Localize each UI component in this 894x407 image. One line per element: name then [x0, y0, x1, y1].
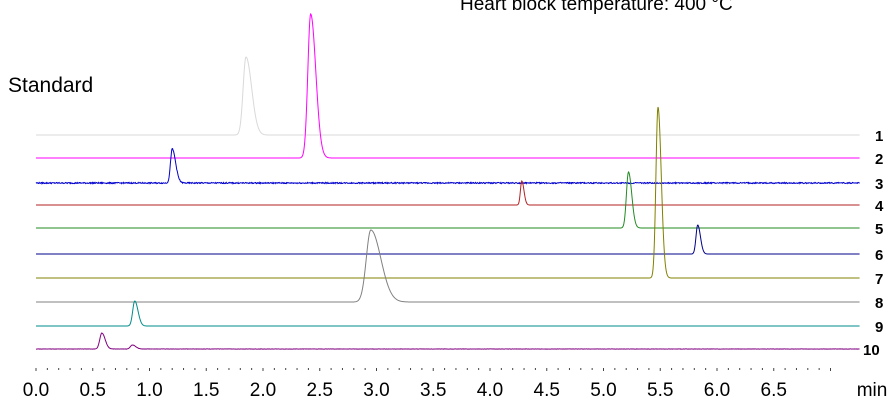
trace-8-line	[36, 229, 860, 303]
x-tick-label: 4.0	[477, 380, 503, 401]
trace-labels-group: 1 2 3 4 5 6 7 8 9 10	[863, 128, 884, 359]
x-tick-label: 1.5	[193, 380, 219, 401]
trace-label-8: 8	[875, 295, 883, 312]
traces-group	[35, 12, 860, 350]
trace-6-line	[36, 224, 860, 255]
chart-title: Heart block temperature: 400 °C	[460, 0, 733, 15]
x-tick-label: 3.0	[363, 380, 389, 401]
trace-label-3: 3	[875, 176, 883, 193]
x-tick-label: 1.0	[136, 380, 162, 401]
trace-label-10: 10	[863, 342, 880, 359]
x-tick-label: 6.5	[761, 380, 787, 401]
trace-label-2: 2	[875, 151, 883, 168]
x-tick-label: 0.0	[23, 380, 49, 401]
x-tick-label: 0.5	[80, 380, 106, 401]
trace-label-1: 1	[875, 128, 883, 145]
x-tick-label: 5.5	[647, 380, 673, 401]
x-axis-unit-label: min	[857, 380, 888, 401]
standard-label: Standard	[8, 74, 93, 97]
trace-4-line	[36, 180, 860, 206]
trace-10-line	[35, 332, 860, 350]
x-tick-label: 3.5	[420, 380, 446, 401]
trace-9-line	[36, 300, 860, 327]
trace-label-7: 7	[875, 271, 883, 288]
trace-label-9: 9	[875, 319, 883, 336]
x-tick-label: 4.5	[534, 380, 560, 401]
x-tick-label: 6.0	[704, 380, 730, 401]
trace-2-line	[36, 12, 860, 159]
trace-label-5: 5	[875, 221, 883, 238]
trace-7-line	[36, 106, 860, 279]
trace-label-4: 4	[875, 198, 884, 215]
trace-5-line	[36, 170, 860, 229]
trace-label-6: 6	[875, 247, 883, 264]
trace-3-line	[35, 147, 860, 185]
trace-1-line	[36, 56, 860, 136]
x-tick-label: 5.0	[590, 380, 616, 401]
x-tick-label: 2.5	[307, 380, 333, 401]
x-tick-label: 2.0	[250, 380, 276, 401]
x-axis: 0.0 0.5 1.0 1.5 2.0 2.5 3.0 3.5 4.0 4.5 5.0 5.5 6.0 6…	[23, 368, 888, 401]
